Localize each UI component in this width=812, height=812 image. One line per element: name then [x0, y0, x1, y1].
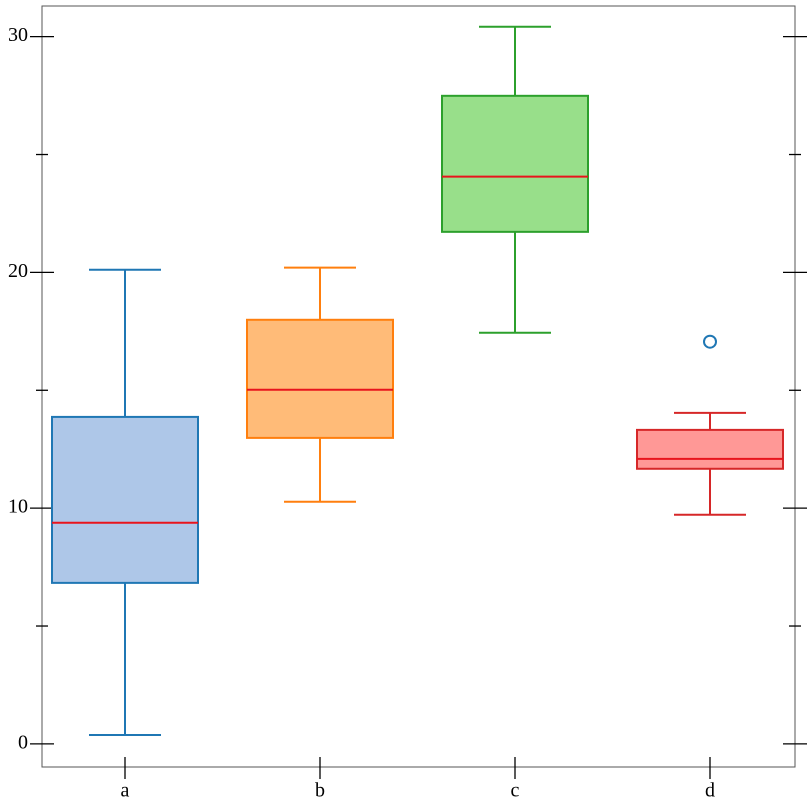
- box: [246, 318, 394, 439]
- y-tick-label: 30: [8, 24, 28, 46]
- y-tick-label: 10: [8, 496, 28, 518]
- x-tick-label: b: [315, 780, 325, 802]
- box: [51, 415, 199, 584]
- flier: [703, 334, 717, 349]
- x-tick-label: c: [511, 780, 520, 802]
- x-tick-label: d: [705, 780, 715, 802]
- y-tick-label: 20: [8, 260, 28, 282]
- box: [636, 428, 784, 470]
- y-tick-label: 0: [18, 731, 28, 753]
- box: [441, 94, 589, 233]
- x-tick-label: a: [121, 780, 130, 802]
- plot-frame: [41, 5, 796, 768]
